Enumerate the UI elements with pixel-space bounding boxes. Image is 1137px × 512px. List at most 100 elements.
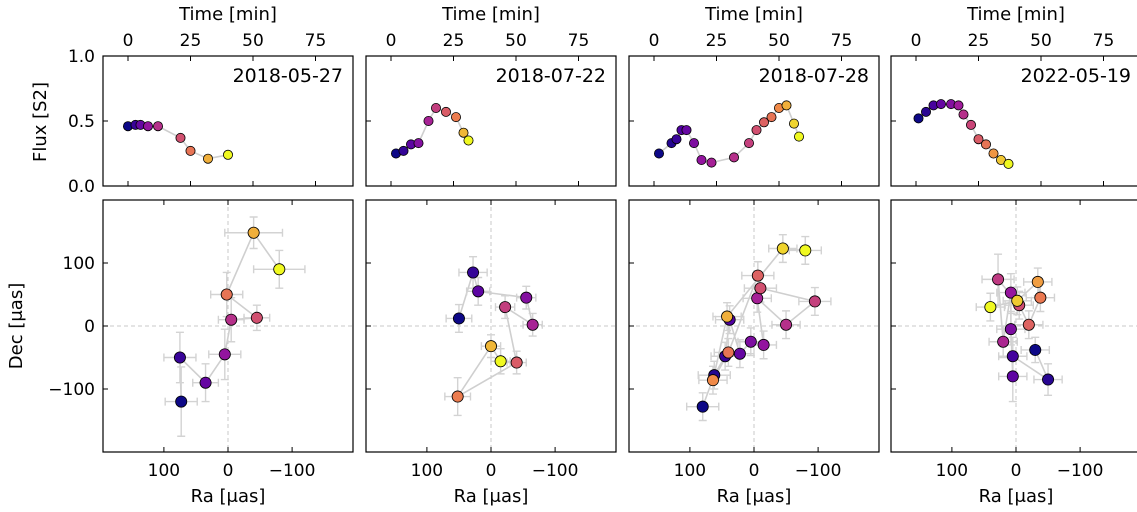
time-tick-label: 75 [1093,31,1115,51]
ra-tick-label: −100 [795,461,842,481]
position-point [218,348,231,361]
position-point [225,313,238,326]
flux-point [654,148,665,159]
panels-group: 0 25 50 75 Time [min] 0.0 0.5 1.0 2018-05-27 0 25 5… [48,4,1137,507]
flux-point [706,157,717,168]
position-point [808,295,821,308]
position-point [754,282,767,295]
position-point [247,226,260,239]
time-tick-label: 25 [706,31,728,51]
position-point [1022,318,1035,331]
flux-point [458,127,469,138]
ra-axis-label: Ra [μas] [717,486,792,507]
flux-point [463,135,474,146]
time-axis-label: Time [min] [704,4,803,25]
flux-point [175,132,186,143]
time-tick-label: 75 [568,31,590,51]
time-tick-label: 25 [968,31,990,51]
position-point [776,242,789,255]
time-tick-label: 50 [1030,31,1052,51]
flux-point [202,153,213,164]
ra-tick-label: −100 [269,461,316,481]
flux-point [766,112,777,123]
date-label: 2022-05-19 [1021,65,1131,87]
dec-tick-label: 100 [63,254,95,274]
dec-y-axis-label: Dec [μas] [6,283,27,369]
ra-axis-label: Ra [μas] [979,486,1054,507]
position-point [997,335,1010,348]
position-point [220,288,233,301]
time-tick-label: 25 [443,31,465,51]
dec-tick-label: 0 [84,317,95,337]
dec-tick-label: −100 [48,380,95,400]
ra-tick-label: 0 [749,461,760,481]
lightcurve-panel: 0 25 50 75 Time [min] 2018-07-22 [365,4,617,187]
position-point [744,335,757,348]
position-point [984,301,997,314]
ra-tick-label: 0 [486,461,497,481]
flux-point [759,117,770,128]
ra-tick-label: 0 [223,461,234,481]
time-axis-label: Time [min] [966,4,1065,25]
flux-point [781,100,792,111]
position-point [1029,343,1042,356]
flux-point [981,139,992,150]
date-label: 2018-05-27 [233,65,343,87]
flux-point [423,116,434,127]
position-point [992,273,1005,286]
position-point [175,395,188,408]
lightcurve-panel: 0 25 50 75 Time [min] 0.0 0.5 1.0 2018-05-27 [68,4,354,197]
ra-tick-label: 100 [411,461,443,481]
ra-axis-label: Ra [μas] [191,486,266,507]
ra-tick-label: 100 [148,461,180,481]
position-point [484,340,497,353]
flux-point [744,138,755,149]
position-point [1011,294,1024,307]
position-point [1006,370,1019,383]
position-point [1004,286,1017,299]
time-tick-label: 50 [242,31,264,51]
time-tick-label: 0 [386,31,397,51]
position-point [250,311,263,324]
flux-point [398,145,409,156]
ra-axis-label: Ra [μas] [454,486,529,507]
position-point [706,374,719,387]
flux-point [953,100,964,111]
flux-point [936,99,947,110]
position-point [733,347,746,360]
position-point [1042,373,1055,386]
position-point [494,355,507,368]
flux-point [440,106,451,117]
lightcurve-panel: 0 25 50 75 Time [min] 2022-05-19 [890,4,1137,187]
ra-tick-label: −100 [1057,461,1104,481]
flux-point [671,134,682,145]
position-point [451,390,464,403]
flux-point [185,145,196,156]
position-point [1006,350,1019,363]
position-point [1031,275,1044,288]
flux-y-axis-label: Flux [S2] [30,82,51,162]
ra-tick-label: 0 [1011,461,1022,481]
position-point [696,400,709,413]
flux-point [413,138,424,149]
position-point [1034,291,1047,304]
position-point [526,318,539,331]
flux-point [222,149,233,160]
flux-point [921,106,932,117]
flux-point [789,118,800,129]
time-tick-label: 0 [911,31,922,51]
position-point [467,266,480,279]
position-point [173,351,186,364]
flux-tick-label: 1.0 [68,47,95,67]
flux-tick-label: 0.5 [68,112,95,132]
time-tick-label: 0 [649,31,660,51]
flux-point [450,112,461,123]
position-point [799,244,812,257]
position-point [721,310,734,323]
flux-point [729,152,740,163]
time-tick-label: 0 [123,31,134,51]
position-point [499,301,512,314]
